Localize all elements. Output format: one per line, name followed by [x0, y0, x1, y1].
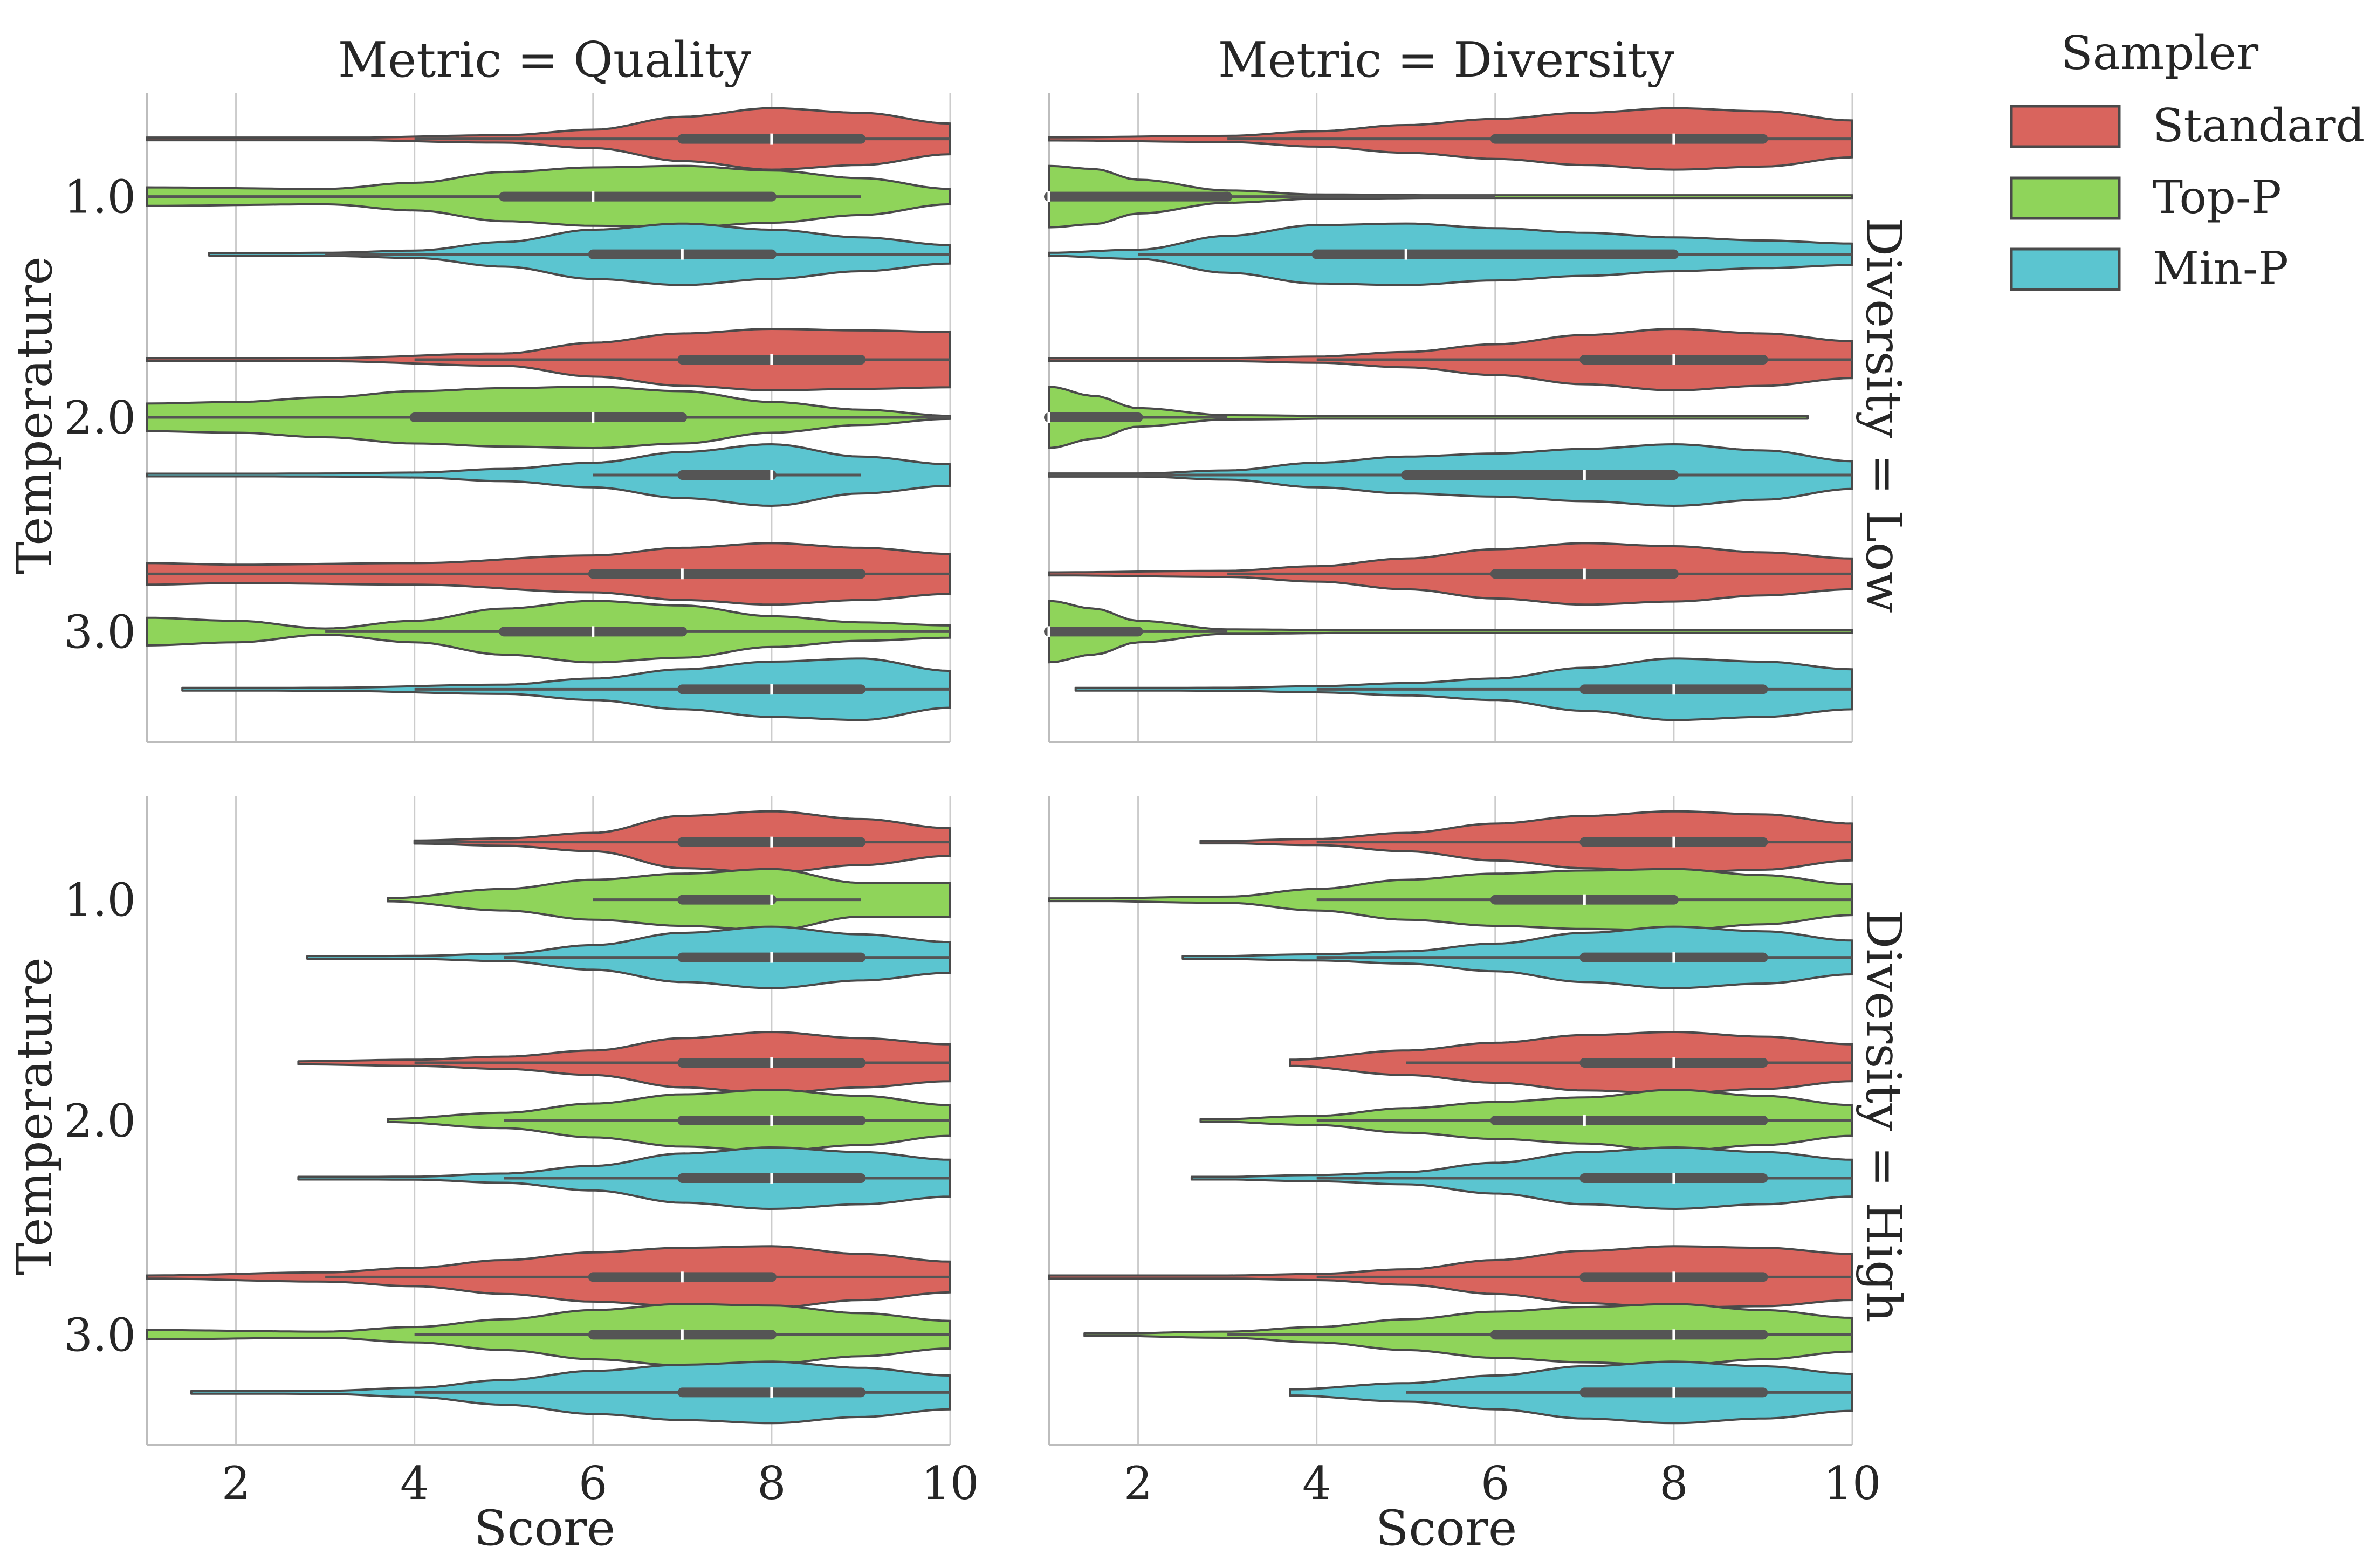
row-title-high: Diversity = High — [1855, 910, 1912, 1323]
panel-quality-high-violin-t2-0-top-p — [387, 1089, 951, 1152]
panel-quality-low-violin-t1-0-top-p — [146, 164, 951, 229]
col-title-diversity: Metric = Diversity — [1218, 32, 1675, 88]
panel-diversity-high-violin-t1-0-min-p — [1181, 925, 1853, 989]
panel-diversity-high-xtick-6: 6 — [1481, 1457, 1509, 1510]
x-axis-label-right: Score — [1376, 1500, 1517, 1557]
panel-quality-low-violin-t3-0-min-p — [181, 657, 951, 721]
x-axis-label-left: Score — [474, 1500, 616, 1557]
panel-quality-high-violin-t3-0-top-p — [146, 1303, 951, 1367]
panel-diversity-low-violin-t3-0-min-p — [1074, 657, 1853, 721]
panel-quality-high-violin-t1-0-min-p — [306, 925, 951, 989]
panel-quality-high-violin-t3-0-standard — [146, 1245, 951, 1309]
panel-quality-high-ytick-2-0: 2.0 — [64, 1095, 136, 1147]
panel-quality-high-ytick-3-0: 3.0 — [64, 1309, 136, 1361]
panel-diversity-high-violin-t3-0-min-p — [1289, 1360, 1853, 1425]
panel-diversity-low-violin-t1-0-top-p — [1044, 164, 1853, 229]
panel-quality-high-violin-t1-0-standard — [413, 810, 951, 874]
panel-quality-low-ytick-1-0: 1.0 — [64, 171, 136, 224]
panel-diversity-high-violin-t2-0-top-p — [1199, 1089, 1853, 1152]
panel-quality-low-ytick-2-0: 2.0 — [64, 391, 136, 444]
panel-diversity-high-violin-t2-0-min-p — [1190, 1146, 1853, 1210]
panel-diversity-high-xtick-10: 10 — [1824, 1457, 1881, 1510]
legend-title: Sampler — [2061, 26, 2259, 80]
panel-diversity-high-violin-t1-0-standard — [1199, 810, 1853, 874]
panel-diversity-high-violin-t2-0-standard — [1289, 1031, 1853, 1095]
panel-quality-low-violin-t1-0-standard — [146, 107, 951, 171]
panel-quality-low-violin-t2-0-top-p — [146, 386, 951, 449]
legend-entry-min-p: Min-P — [2010, 242, 2289, 295]
panel-diversity-low-violin-t2-0-top-p — [1044, 386, 1809, 449]
panel-quality-low: 1.0 2.0 3.0 — [64, 93, 951, 743]
panel-quality-low-ytick-3-0: 3.0 — [64, 606, 136, 658]
panel-diversity-low-violin-t2-0-min-p — [1048, 443, 1853, 507]
legend: Sampler Standard Top-P Min-P — [2010, 26, 2365, 295]
col-title-quality: Metric = Quality — [338, 32, 752, 88]
panel-diversity-high-xtick-4: 4 — [1302, 1457, 1331, 1510]
panel-diversity-low-violin-t1-0-min-p — [1048, 222, 1853, 286]
panel-quality-low-violin-t2-0-min-p-body — [146, 443, 951, 507]
row-title-low: Diversity = Low — [1855, 217, 1912, 613]
legend-swatch-standard — [2010, 105, 2121, 148]
legend-label-top-p: Top-P — [2153, 171, 2282, 224]
legend-swatch-top-p — [2010, 176, 2121, 220]
panel-diversity-high: 2 4 6 8 10 — [1048, 796, 1881, 1510]
panel-diversity-high-xtick-2: 2 — [1124, 1457, 1152, 1510]
panel-diversity-high-xtick-8: 8 — [1659, 1457, 1688, 1510]
panel-diversity-low-violin-t2-0-standard — [1048, 328, 1853, 391]
legend-label-standard: Standard — [2153, 99, 2365, 152]
panel-quality-high-xtick-6: 6 — [579, 1457, 607, 1510]
panel-quality-low-violin-t3-0-top-p — [146, 600, 951, 664]
y-axis-label-bottom: Temperature — [6, 957, 63, 1275]
panel-diversity-high-violin-t3-0-standard — [1048, 1245, 1853, 1309]
panel-diversity-high-violin-t1-0-top-p — [1048, 868, 1853, 932]
y-axis-label-top: Temperature — [6, 256, 63, 574]
legend-entry-top-p: Top-P — [2010, 171, 2282, 224]
panel-diversity-low-violin-t3-0-top-p — [1044, 600, 1853, 664]
panels-layer: 1.0 2.0 3.0 1.0 2.0 3.0 2 4 6 8 10 2 4 6 8 10 — [64, 93, 1881, 1510]
panel-diversity-low-violin-t2-0-top-p-body — [1048, 386, 1809, 449]
panel-quality-high-xtick-8: 8 — [757, 1457, 786, 1510]
legend-swatch-min-p — [2010, 247, 2121, 291]
panel-quality-high-xtick-10: 10 — [922, 1457, 979, 1510]
panel-quality-low-violin-t1-0-min-p — [208, 222, 951, 286]
panel-quality-high-violin-t2-0-min-p — [297, 1146, 951, 1210]
panel-quality-high-violin-t1-0-top-p — [387, 868, 951, 932]
panel-quality-high-xtick-2: 2 — [222, 1457, 250, 1510]
panel-diversity-high-violin-t3-0-top-p — [1083, 1303, 1853, 1367]
panel-quality-high: 1.0 2.0 3.0 2 4 6 8 10 — [64, 796, 979, 1510]
panel-diversity-low-violin-t3-0-standard — [1048, 542, 1853, 606]
panel-quality-low-violin-t3-0-standard — [146, 542, 951, 606]
panel-quality-low-violin-t2-0-min-p — [146, 443, 951, 507]
panel-diversity-low-violin-t3-0-top-p-body — [1048, 600, 1853, 664]
legend-entry-standard: Standard — [2010, 99, 2365, 152]
panel-quality-high-xtick-4: 4 — [400, 1457, 429, 1510]
legend-label-min-p: Min-P — [2153, 242, 2289, 295]
panel-quality-high-violin-t2-0-standard — [297, 1031, 951, 1095]
panel-quality-high-ytick-1-0: 1.0 — [64, 874, 136, 927]
panel-quality-high-violin-t3-0-min-p — [190, 1360, 951, 1425]
panel-diversity-low — [1044, 93, 1853, 743]
panel-diversity-low-violin-t1-0-standard — [1048, 107, 1853, 171]
panel-quality-low-violin-t2-0-standard — [146, 328, 951, 391]
